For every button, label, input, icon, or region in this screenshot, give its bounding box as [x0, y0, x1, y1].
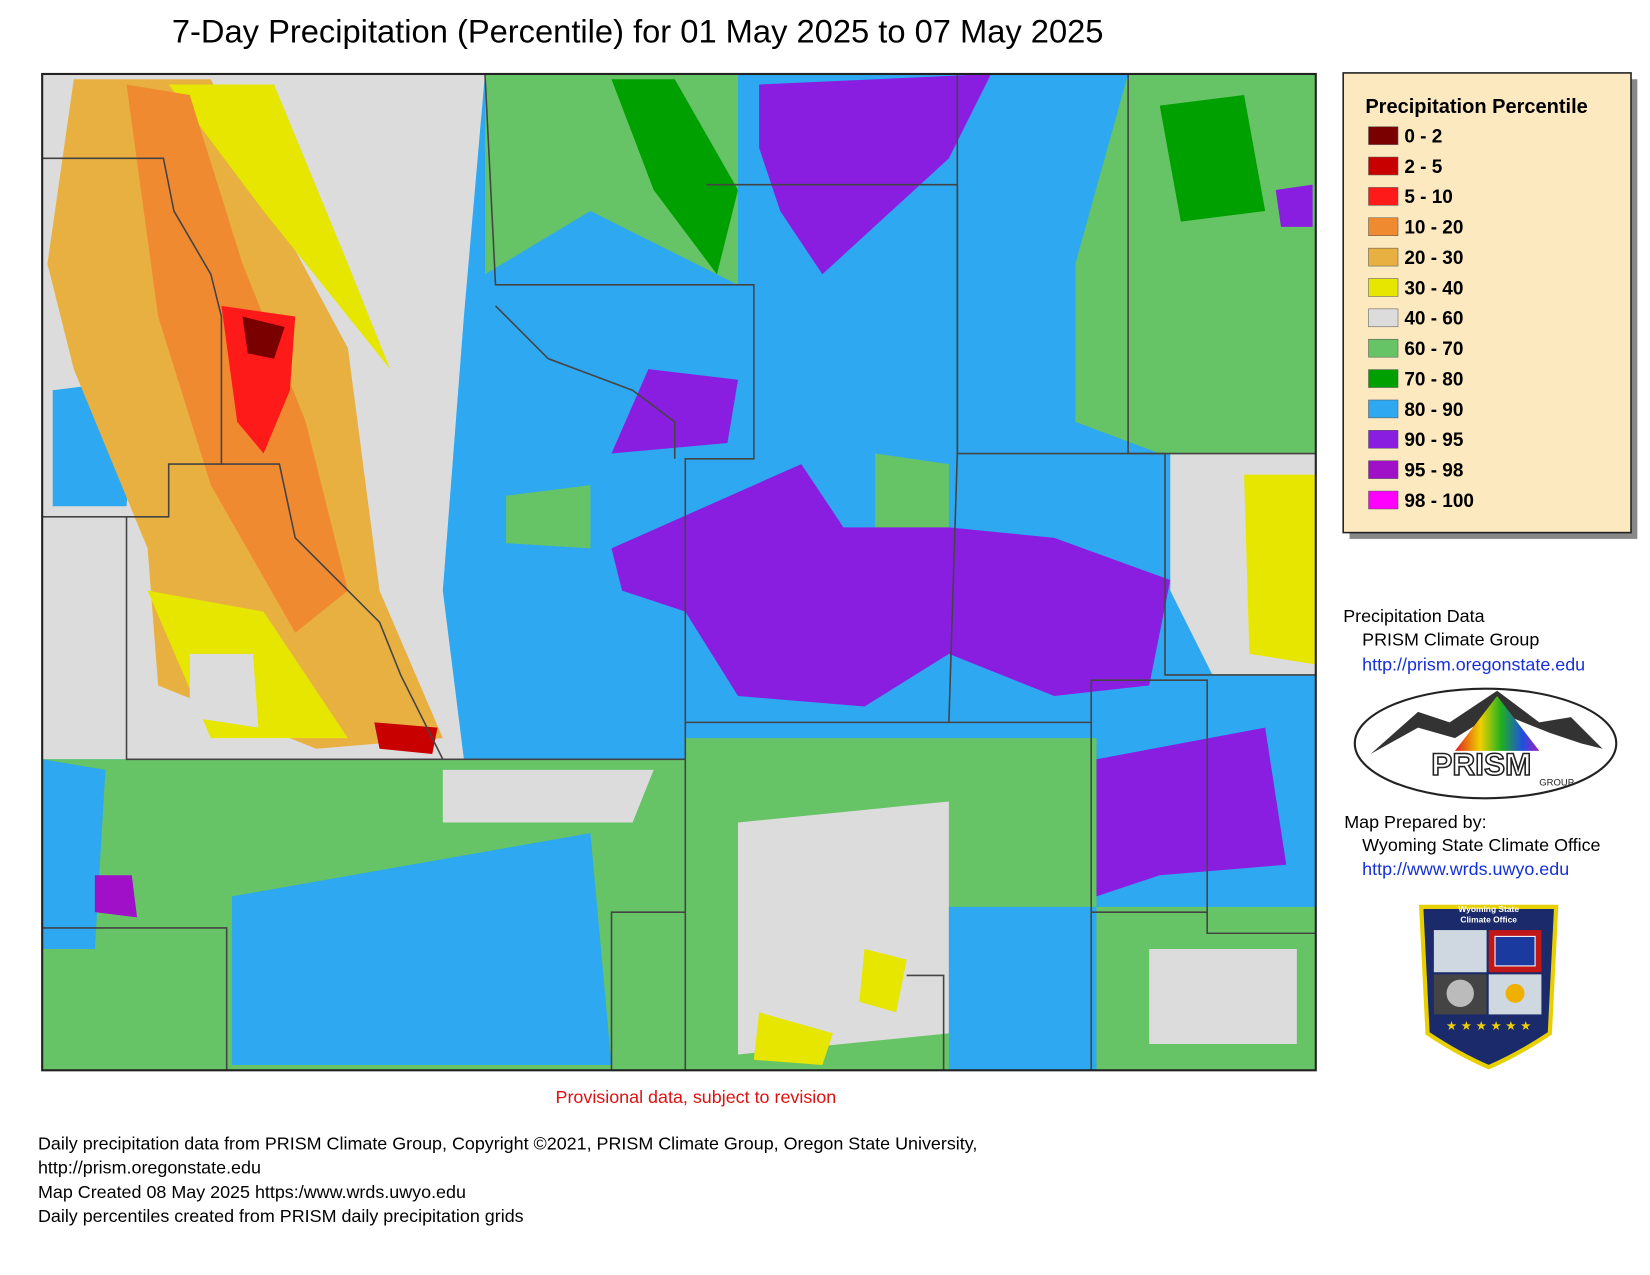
region — [753, 1012, 833, 1066]
prepared-heading: Map Prepared by: — [1344, 812, 1486, 832]
shield-stars: ★ ★ ★ ★ ★ ★ — [1446, 1019, 1532, 1033]
county-line — [706, 183, 1316, 676]
legend-swatch — [1368, 369, 1399, 388]
prism-logo: PRISM GROUP — [1353, 687, 1618, 800]
county-line — [948, 679, 1316, 935]
shield-sun — [1505, 983, 1525, 1003]
legend-label: 70 - 80 — [1404, 369, 1463, 390]
shield-text: Climate Office — [1460, 915, 1517, 925]
region — [859, 949, 907, 1013]
county-line — [685, 73, 959, 724]
legend-swatch — [1368, 217, 1399, 236]
region — [611, 79, 739, 275]
county-line — [1127, 73, 1316, 455]
footer-line: Daily percentiles created from PRISM dai… — [38, 1206, 524, 1226]
legend-label: 80 - 90 — [1404, 400, 1463, 421]
region — [1275, 184, 1313, 227]
region — [189, 653, 259, 728]
data-url[interactable]: http://prism.oregonstate.edu — [1362, 655, 1585, 675]
legend: Precipitation Percentile 0 - 2 2 - 5 5 - 1… — [1342, 72, 1638, 539]
region — [94, 875, 138, 918]
legend-label: 0 - 2 — [1404, 127, 1442, 148]
legend-swatch — [1368, 430, 1399, 449]
county-line — [125, 516, 686, 761]
data-source: PRISM Climate Group — [1362, 629, 1539, 649]
legend-label: 90 - 95 — [1404, 430, 1464, 451]
legend-label: 40 - 60 — [1404, 309, 1463, 330]
legend-swatch — [1368, 156, 1399, 176]
legend-items: 0 - 2 2 - 5 5 - 10 10 - 20 20 - 30 30 - 40 40 … — [1368, 126, 1474, 512]
shield-panel — [1433, 930, 1487, 973]
wsco-shield: Wyoming State Climate Office ★ ★ ★ ★ ★ ★ — [1418, 904, 1559, 1070]
legend-swatch — [1368, 308, 1399, 328]
map — [41, 72, 1317, 1072]
legend-label: 98 - 100 — [1404, 491, 1474, 512]
map-border — [41, 72, 1317, 1072]
region — [506, 485, 591, 549]
shield-text: Wyoming State — [1458, 904, 1519, 914]
map-title: 7-Day Precipitation (Percentile) for 01 … — [172, 12, 1104, 49]
legend-label: 5 - 10 — [1404, 187, 1453, 208]
prepared-url[interactable]: http://www.wrds.uwyo.edu — [1362, 859, 1569, 879]
legend-label: 95 - 98 — [1404, 461, 1463, 482]
region — [611, 369, 739, 454]
county-line — [610, 911, 686, 1071]
legend-swatch — [1368, 338, 1399, 358]
shield-flag — [1494, 935, 1536, 967]
logo-text: PRISM — [1431, 746, 1531, 782]
region — [168, 84, 391, 370]
legend-label: 60 - 70 — [1404, 339, 1463, 360]
region — [1149, 949, 1297, 1044]
county-line — [221, 463, 444, 760]
provisional-note: Provisional data, subject to revision — [556, 1087, 837, 1107]
county-line — [42, 157, 223, 518]
region — [875, 453, 949, 538]
region — [231, 833, 612, 1066]
logo-sub: GROUP — [1539, 778, 1574, 789]
region — [1244, 474, 1316, 665]
region — [1159, 95, 1266, 222]
region — [759, 73, 992, 275]
prepared-by: Wyoming State Climate Office — [1362, 835, 1600, 855]
county-lines — [42, 73, 1316, 1071]
legend-swatch — [1368, 247, 1399, 267]
legend-swatch — [1368, 399, 1399, 419]
legend-swatch — [1368, 187, 1399, 206]
county-line — [494, 305, 676, 459]
legend-label: 20 - 30 — [1404, 248, 1463, 269]
county-line — [484, 73, 755, 1071]
region — [1096, 727, 1287, 897]
legend-swatch — [1368, 490, 1399, 510]
region — [374, 722, 438, 755]
data-heading: Precipitation Data — [1343, 606, 1484, 626]
legend-label: 30 - 40 — [1404, 278, 1463, 299]
legend-title: Precipitation Percentile — [1365, 96, 1587, 118]
shield-moon — [1446, 979, 1474, 1008]
legend-swatch — [1368, 278, 1399, 297]
legend-label: 2 - 5 — [1404, 157, 1442, 178]
region — [442, 769, 654, 823]
legend-label: 10 - 20 — [1404, 218, 1463, 239]
sidebar: Precipitation Data PRISM Climate Group h… — [1343, 606, 1618, 1070]
region — [42, 759, 106, 950]
footer-line: Daily precipitation data from PRISM Clim… — [38, 1133, 977, 1153]
legend-swatch — [1368, 126, 1399, 145]
logo-mountain — [1370, 690, 1603, 755]
footer-line: Map Created 08 May 2025 https:/www.wrds.… — [38, 1182, 466, 1202]
region — [611, 464, 1171, 707]
footer-line: http://prism.oregonstate.edu — [38, 1158, 261, 1178]
county-line — [906, 974, 945, 1071]
region — [242, 316, 285, 359]
legend-box — [1342, 72, 1632, 534]
county-line — [42, 927, 228, 1071]
legend-swatch — [1368, 460, 1399, 479]
region — [948, 906, 1097, 1071]
footer: Daily precipitation data from PRISM Clim… — [38, 1133, 977, 1226]
logo-prism — [1454, 696, 1540, 751]
